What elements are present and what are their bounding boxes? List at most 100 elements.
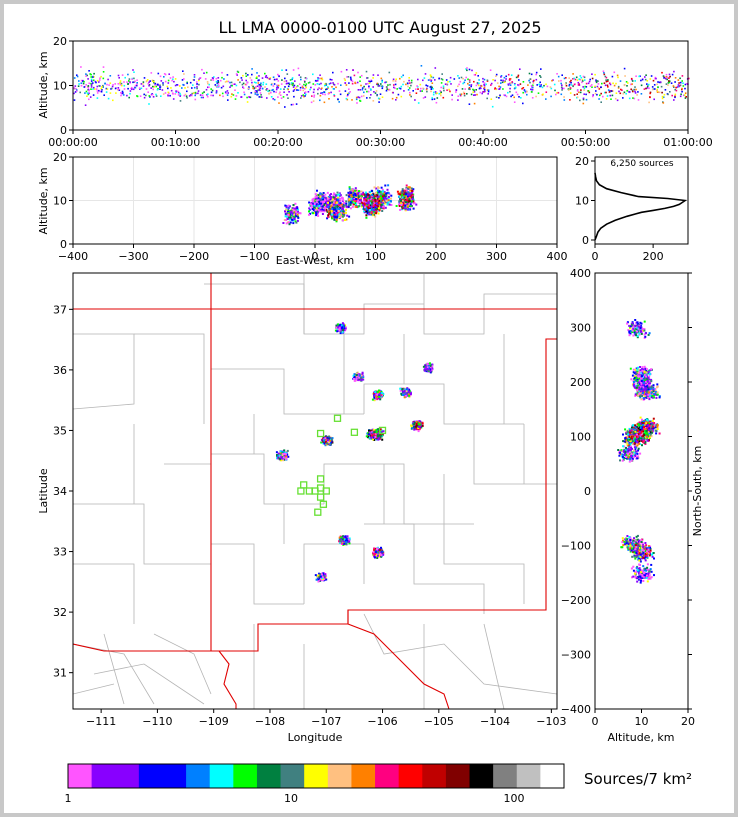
county-line [303,543,365,604]
source-point [337,98,339,100]
source-point [688,77,690,80]
source-point [95,81,97,84]
source-point [505,75,507,78]
source-point [330,205,333,208]
source-point [318,210,321,213]
source-point [304,84,307,87]
source-point [381,210,384,212]
source-point [255,82,257,84]
source-point [333,95,336,97]
source-point [287,85,290,88]
source-point [615,92,618,94]
source-point [205,71,208,74]
source-point [162,84,164,86]
source-point [245,75,248,77]
source-point [88,70,90,72]
source-point [96,92,99,94]
source-point [340,84,342,86]
source-point [284,215,287,218]
source-point [422,87,424,90]
source-point [359,196,362,199]
source-point [561,87,564,90]
source-point [395,99,397,101]
source-point [336,212,339,214]
source-point [92,88,94,90]
source-point [273,98,276,101]
source-point [589,85,592,87]
source-point [374,198,377,201]
source-point [336,198,339,201]
source-point [201,94,204,96]
source-point [90,80,93,82]
source-point [364,193,367,195]
source-point [355,198,358,200]
source-point [656,83,658,86]
source-point [582,75,585,78]
source-point [359,202,362,205]
source-point [348,215,351,218]
source-point [222,85,225,88]
source-point [644,76,646,78]
source-point [117,74,120,77]
source-point [370,213,373,216]
source-point [172,93,174,95]
source-point [468,87,471,89]
source-point [481,92,483,95]
source-point [474,94,476,96]
source-point [500,82,502,84]
source-point [281,79,283,81]
source-point [660,85,663,88]
source-point [179,92,181,95]
source-point [297,210,299,213]
source-point [427,365,430,368]
source-point [368,80,370,82]
source-point [251,68,253,70]
source-point [272,85,275,87]
source-point [297,216,300,219]
source-point [427,367,430,369]
source-point [583,76,586,79]
source-point [495,75,497,77]
source-point [445,79,448,81]
source-point [352,191,355,194]
source-point [578,78,581,80]
source-point [226,80,228,83]
source-point [316,79,319,82]
source-point [510,78,512,80]
source-point [503,81,506,83]
source-point [337,210,340,212]
source-point [287,207,290,210]
source-point [413,423,416,426]
source-point [382,201,385,204]
source-point [561,89,563,91]
source-point [674,95,676,98]
source-point [462,77,464,80]
source-point [364,195,367,198]
source-point [601,82,603,85]
source-point [644,78,647,81]
source-point [373,186,376,189]
source-point [393,86,395,89]
source-point [357,96,360,98]
source-point [292,103,295,106]
source-point [249,77,252,79]
source-point [401,207,404,210]
source-point [681,88,683,91]
source-point [321,92,324,94]
source-point [260,96,263,98]
source-point [76,74,78,76]
source-point [210,88,212,90]
source-point [257,82,260,84]
source-point [82,82,85,85]
source-point [389,200,392,202]
source-point [316,197,319,200]
source-point [216,82,219,84]
source-point [408,390,411,393]
source-point [375,205,378,208]
source-point [668,77,670,79]
source-point [486,97,488,100]
source-point [346,214,349,217]
source-point [405,200,408,202]
source-point [371,211,373,214]
source-point [509,90,511,93]
